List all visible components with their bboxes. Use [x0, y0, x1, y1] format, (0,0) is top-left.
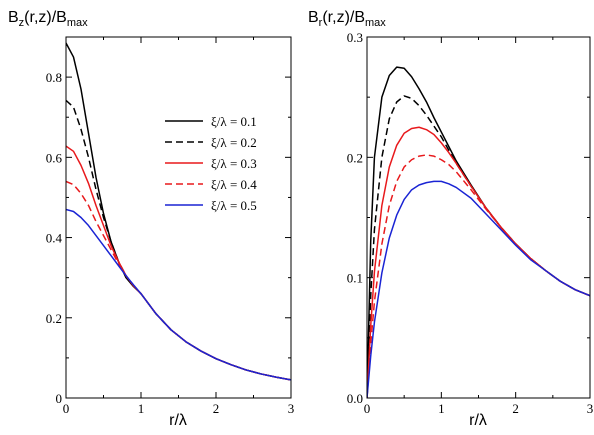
series-line-0-3	[66, 180, 291, 381]
x-tick-label: 0	[364, 401, 371, 416]
series-line-1-3	[367, 154, 590, 398]
series-line-0-0	[66, 42, 291, 381]
series-line-1-0	[367, 66, 590, 398]
legend-label-3: ξ/λ = 0.4	[211, 177, 257, 192]
panel-br: Br(r,z)/Bmax 0 1 2 3 0.0 0.1 0.2 0.3 r/λ	[308, 9, 593, 429]
legend-label-1: ξ/λ = 0.2	[211, 135, 257, 150]
legend-label-2: ξ/λ = 0.3	[211, 156, 257, 171]
y-tick-label: 0.6	[46, 150, 63, 165]
y-tick-label: 0.0	[347, 391, 363, 406]
y-tick-label: 0.4	[46, 231, 63, 246]
x-tick-label: 3	[288, 401, 295, 416]
plot-frame	[366, 36, 591, 399]
x-tick-label: 1	[438, 401, 445, 416]
y-tick-label: 0.2	[46, 311, 62, 326]
y-tick-label: 0.3	[347, 30, 363, 45]
series-line-0-4	[66, 208, 291, 381]
panel-br-plot-area: 0 1 2 3 0.0 0.1 0.2 0.3	[347, 30, 594, 416]
panel-bz-plot-area: 0 1 2 3 0 0.2 0.4 0.6 0.8	[46, 36, 295, 416]
x-tick-label: 2	[512, 401, 519, 416]
series-line-1-4	[367, 180, 590, 398]
y-tick-label: 0.2	[347, 150, 363, 165]
panel-bz-xlabel: r/λ	[169, 412, 187, 429]
series-line-1-2	[367, 126, 590, 398]
x-tick-label: 2	[213, 401, 220, 416]
y-tick-label: 0.1	[347, 271, 363, 286]
legend-label-0: ξ/λ = 0.1	[211, 114, 257, 129]
y-tick-label: 0	[56, 391, 63, 406]
x-tick-label: 3	[587, 401, 594, 416]
panel-bz: Bz(r,z)/Bmax 0 1 2 3 0 0.2 0.4 0.6 0.8 r/λ ξ/λ =…	[8, 9, 294, 429]
series-line-1-1	[367, 95, 590, 398]
series-line-0-2	[66, 145, 291, 381]
panel-br-xlabel: r/λ	[469, 412, 487, 429]
panel-bz-title: Bz(r,z)/Bmax	[8, 9, 88, 29]
panel-br-title: Br(r,z)/Bmax	[308, 9, 386, 29]
y-tick-label: 0.8	[46, 70, 62, 85]
legend-label-4: ξ/λ = 0.5	[211, 198, 257, 213]
x-tick-label: 0	[63, 401, 70, 416]
x-tick-label: 1	[138, 401, 145, 416]
legend: ξ/λ = 0.1 ξ/λ = 0.2 ξ/λ = 0.3 ξ/λ = 0.4 ξ/λ …	[165, 114, 257, 213]
